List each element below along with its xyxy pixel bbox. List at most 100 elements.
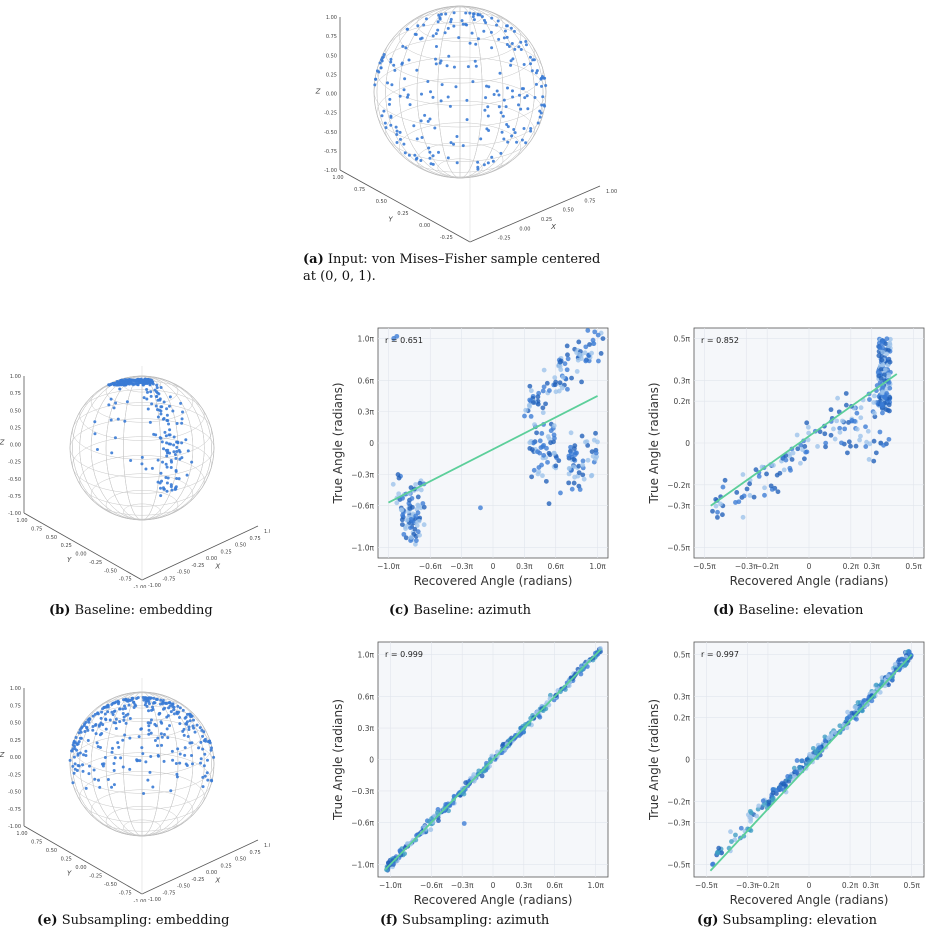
data-point (883, 341, 888, 347)
data-point (589, 449, 595, 455)
data-point (540, 405, 546, 411)
data-point (92, 768, 96, 772)
z-tick-label: 1.00 (326, 15, 337, 21)
data-point (478, 505, 483, 511)
x-tick-label: −0.5π (695, 881, 718, 890)
data-point (400, 61, 404, 65)
data-point (91, 724, 95, 728)
y-tick-label: 0.00 (419, 223, 430, 229)
data-point (886, 372, 891, 378)
correlation-annotation: r = 0.997 (701, 650, 739, 659)
y-axis-line (23, 825, 143, 895)
data-point (415, 68, 419, 72)
data-point (587, 342, 592, 347)
sphere-outline (373, 5, 547, 179)
data-point (144, 701, 148, 705)
x-tick-label: 1.00 (606, 189, 617, 195)
data-point (398, 130, 402, 134)
data-point (121, 738, 125, 742)
latitude-line (416, 6, 504, 42)
data-point (416, 24, 420, 28)
data-point (403, 77, 407, 81)
x-axis-line (469, 185, 601, 243)
data-point (382, 53, 386, 57)
data-point (389, 114, 393, 118)
data-point (129, 458, 133, 462)
latitude-line (105, 490, 179, 520)
data-point (385, 81, 389, 85)
data-point (78, 751, 82, 755)
data-point (146, 407, 150, 411)
data-point (172, 708, 176, 712)
data-point (568, 444, 573, 450)
data-point (532, 58, 536, 62)
y-tick-label: 0 (685, 756, 690, 765)
data-point (174, 761, 178, 765)
data-point (106, 777, 110, 781)
x-axis-line (141, 839, 259, 895)
data-point (122, 715, 126, 719)
data-point (548, 428, 554, 434)
y-tick-label: 0.50 (376, 199, 387, 205)
data-point (535, 69, 539, 73)
y-tick-label: 1.00 (16, 518, 27, 524)
data-point (123, 419, 127, 423)
data-point (740, 514, 746, 520)
data-point (547, 436, 552, 442)
data-point (536, 121, 540, 125)
y-axis-label: Y (388, 215, 393, 223)
x-tick-label: 1.00 (264, 529, 270, 535)
data-point (190, 762, 194, 766)
x-axis-label: Recovered Angle (radians) (730, 574, 889, 588)
data-point (186, 449, 190, 453)
data-point (884, 391, 890, 396)
data-point (486, 105, 490, 109)
x-axis-label: Recovered Angle (radians) (730, 893, 889, 907)
latitude-line (437, 158, 483, 178)
caption-b-text: Baseline: embedding (74, 603, 213, 618)
data-point (199, 761, 203, 765)
data-point (88, 764, 92, 768)
data-point (519, 40, 523, 44)
data-point (142, 381, 146, 385)
sphere-outline (69, 375, 215, 521)
z-tick-label: -0.50 (324, 130, 337, 136)
y-tick-label: 1.00 (16, 831, 27, 837)
caption-f-text: Subsampling: azimuth (402, 913, 550, 928)
data-point (182, 727, 186, 731)
data-point (761, 802, 767, 808)
data-point (849, 710, 855, 716)
z-tick-label: -0.25 (8, 772, 21, 778)
data-point (520, 138, 524, 142)
y-tick-label: -1.00 (134, 899, 147, 902)
data-point (837, 425, 843, 431)
data-point (156, 736, 160, 740)
data-point (402, 142, 406, 146)
data-point (165, 413, 169, 417)
z-tick-label: -1.00 (8, 824, 21, 830)
data-point (569, 486, 575, 492)
data-point (155, 408, 159, 412)
data-point (747, 481, 753, 487)
y-tick-label: −0.3π (667, 818, 690, 827)
data-point (162, 759, 166, 763)
data-point (160, 743, 164, 747)
data-point (140, 746, 144, 750)
data-point (512, 127, 516, 131)
data-point (128, 717, 132, 721)
data-point (466, 65, 470, 69)
data-point (203, 774, 207, 778)
data-point (528, 413, 534, 419)
data-point (129, 381, 133, 385)
data-point (867, 441, 873, 447)
data-point (110, 785, 114, 789)
data-point (85, 725, 89, 729)
data-point (390, 481, 396, 487)
data-point (539, 462, 544, 468)
data-point (756, 803, 762, 809)
data-point (103, 756, 107, 760)
data-point (395, 141, 399, 145)
data-point (863, 444, 869, 449)
data-point (178, 761, 182, 765)
data-point (157, 392, 161, 396)
